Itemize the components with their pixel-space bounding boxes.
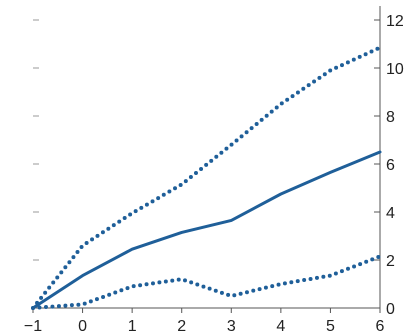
x-tick-label: 3 [227,318,236,335]
x-tick-label: 0 [78,318,87,335]
x-axis: −1 0 1 2 3 4 5 6 [24,307,385,335]
y-tick-label: 4 [386,205,395,222]
y-tick-label: 2 [386,253,395,270]
y-tick-label: 12 [386,13,404,30]
y-tick-label: 0 [386,301,395,318]
x-tick-label: 4 [276,318,285,335]
dotted-band-line-1 [31,45,382,310]
series-layer [31,45,382,310]
x-tick-label: 5 [326,318,335,335]
left-axis-dashes [33,19,39,261]
solid-center-line [31,150,382,310]
x-tick-label: 1 [128,318,137,335]
x-tick-label: −1 [24,318,42,335]
y-tick-label: 8 [386,109,395,126]
y-tick-label: 6 [386,157,395,174]
y-tick-label: 10 [386,61,404,78]
dotted-band-line-2 [31,254,382,310]
y-axis: 0 2 4 6 8 10 12 [374,6,404,318]
x-tick-label: 2 [177,318,186,335]
x-tick-label: 6 [376,318,385,335]
